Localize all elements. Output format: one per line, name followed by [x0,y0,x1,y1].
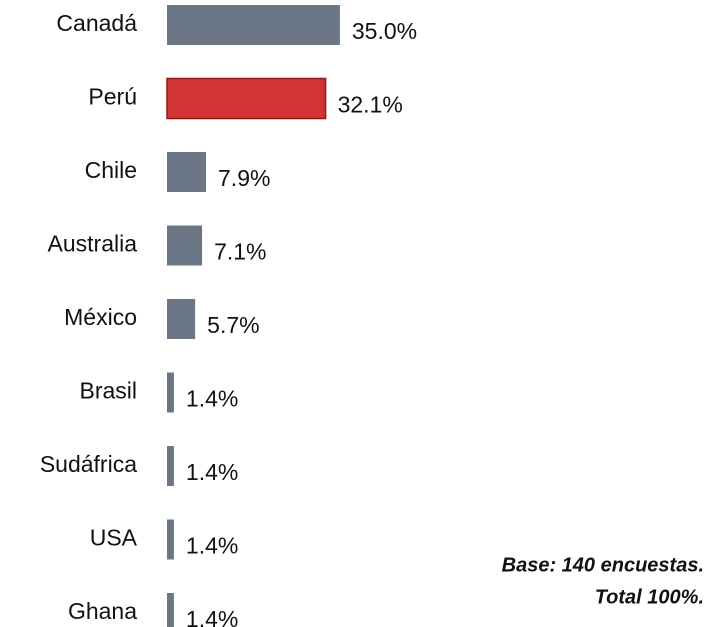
value-label: 7.9% [218,165,270,191]
value-label: 1.4% [186,459,238,485]
category-label: Perú [88,84,137,110]
value-label: 5.7% [207,312,259,338]
value-label: 7.1% [214,239,266,265]
category-label: USA [90,525,138,551]
bar [167,299,196,339]
category-label: Chile [85,157,137,183]
value-label: 1.4% [186,386,238,412]
category-label: Ghana [68,598,137,624]
bar [167,593,174,627]
bar [167,519,174,560]
value-label: 32.1% [338,92,403,118]
category-label: Sudáfrica [40,451,137,477]
category-label: Australia [48,231,138,257]
category-label: Canadá [56,10,137,36]
bar [167,446,174,486]
bar [167,225,203,266]
value-label: 1.4% [186,606,238,627]
bar [167,372,174,413]
bar [167,152,207,192]
annotation: Base: 140 encuestas. [502,554,704,576]
value-label: 35.0% [352,18,417,44]
category-label: México [64,304,137,330]
bar [167,5,340,45]
annotation: Total 100%. [595,586,704,608]
bar [166,77,327,120]
value-label: 1.4% [186,533,238,559]
category-label: Brasil [79,378,137,404]
